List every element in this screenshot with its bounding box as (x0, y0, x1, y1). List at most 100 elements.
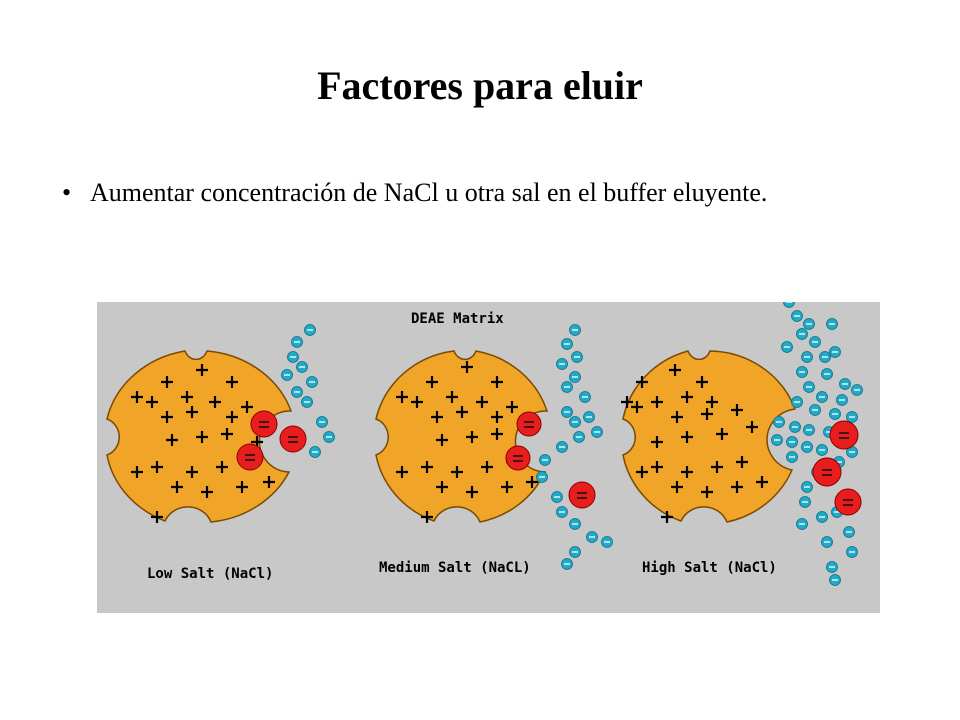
plus-sign (196, 431, 208, 443)
protein-minus (839, 432, 849, 439)
plus-sign (466, 486, 478, 498)
plus-sign (681, 391, 693, 403)
plus-sign (236, 481, 248, 493)
plus-sign (421, 461, 433, 473)
plus-sign (436, 481, 448, 493)
plus-sign (466, 431, 478, 443)
plus-sign (731, 404, 743, 416)
salt-ions (281, 302, 863, 586)
plus-sign (186, 406, 198, 418)
plus-sign (711, 461, 723, 473)
plus-sign (241, 401, 253, 413)
panel-label-medium-salt: Medium Salt (NaCL) (379, 560, 531, 576)
plus-sign (491, 376, 503, 388)
plus-sign (221, 428, 233, 440)
plus-sign (621, 396, 633, 408)
protein-minus (245, 454, 255, 461)
plus-sign (731, 481, 743, 493)
plus-sign (506, 401, 518, 413)
bullet-text: Aumentar concentración de NaCl u otra sa… (90, 178, 768, 207)
protein (505, 445, 531, 471)
bullet-dot: • (62, 178, 72, 207)
slide-title: Factores para eluir (317, 63, 643, 108)
protein-minus (524, 421, 534, 428)
plus-sign (681, 466, 693, 478)
plus-sign (706, 396, 718, 408)
plus-sign (456, 406, 468, 418)
protein-minus (513, 455, 523, 462)
plus-sign (446, 391, 458, 403)
plus-sign (411, 396, 423, 408)
protein-minus (822, 469, 832, 476)
plus-sign (756, 476, 768, 488)
plus-sign (476, 396, 488, 408)
plus-sign (426, 376, 438, 388)
plus-sign (396, 466, 408, 478)
plus-sign (701, 486, 713, 498)
plus-sign (216, 461, 228, 473)
bead-medium-salt (375, 350, 549, 523)
plus-sign (736, 456, 748, 468)
plus-sign (481, 461, 493, 473)
plus-sign (636, 376, 648, 388)
deae-matrix-figure: DEAE Matrix Low Salt (NaCl) Medium Salt … (97, 302, 880, 613)
protein-minus (577, 492, 587, 499)
plus-sign (201, 486, 213, 498)
plus-sign (421, 511, 433, 523)
plus-sign (671, 481, 683, 493)
plus-sign (161, 411, 173, 423)
protein (812, 457, 842, 487)
plus-sign (461, 361, 473, 373)
plus-sign (263, 476, 275, 488)
plus-sign (746, 421, 758, 433)
matrix-label: DEAE Matrix (411, 311, 504, 327)
protein (834, 488, 862, 516)
plus-sign (131, 466, 143, 478)
panel-label-low-salt: Low Salt (NaCl) (147, 566, 273, 582)
protein-minus (843, 499, 853, 506)
protein (279, 425, 307, 453)
deae-matrix-illustration: DEAE Matrix Low Salt (NaCl) Medium Salt … (97, 302, 880, 613)
plus-sign (491, 428, 503, 440)
plus-sign (631, 401, 643, 413)
plus-sign (651, 461, 663, 473)
plus-sign (436, 434, 448, 446)
plus-sign (651, 436, 663, 448)
plus-sign (696, 376, 708, 388)
plus-sign (636, 466, 648, 478)
plus-sign (661, 511, 673, 523)
protein (250, 410, 278, 438)
protein (568, 481, 596, 509)
plus-sign (171, 481, 183, 493)
plus-sign (151, 461, 163, 473)
protein (236, 443, 264, 471)
plus-sign (526, 476, 538, 488)
plus-sign (431, 411, 443, 423)
plus-sign (396, 391, 408, 403)
plus-sign (226, 376, 238, 388)
bead-high-salt (622, 350, 797, 523)
plus-sign (716, 428, 728, 440)
plus-sign (131, 391, 143, 403)
plus-sign (701, 408, 713, 420)
plus-sign (491, 411, 503, 423)
plus-sign (681, 431, 693, 443)
plus-sign (151, 511, 163, 523)
plus-sign (501, 481, 513, 493)
salt-ion (783, 302, 795, 308)
plus-sign (166, 434, 178, 446)
plus-sign (226, 411, 238, 423)
protein-minus (259, 421, 269, 428)
plus-sign (146, 396, 158, 408)
positive-charges (131, 361, 768, 523)
proteins (236, 410, 862, 516)
plus-sign (669, 364, 681, 376)
plus-sign (161, 376, 173, 388)
protein-minus (288, 436, 298, 443)
bullet-item: • Aumentar concentración de NaCl u otra … (62, 176, 910, 209)
plus-sign (209, 396, 221, 408)
protein (829, 420, 859, 450)
plus-sign (181, 391, 193, 403)
plus-sign (651, 396, 663, 408)
panel-label-high-salt: High Salt (NaCl) (642, 560, 777, 576)
